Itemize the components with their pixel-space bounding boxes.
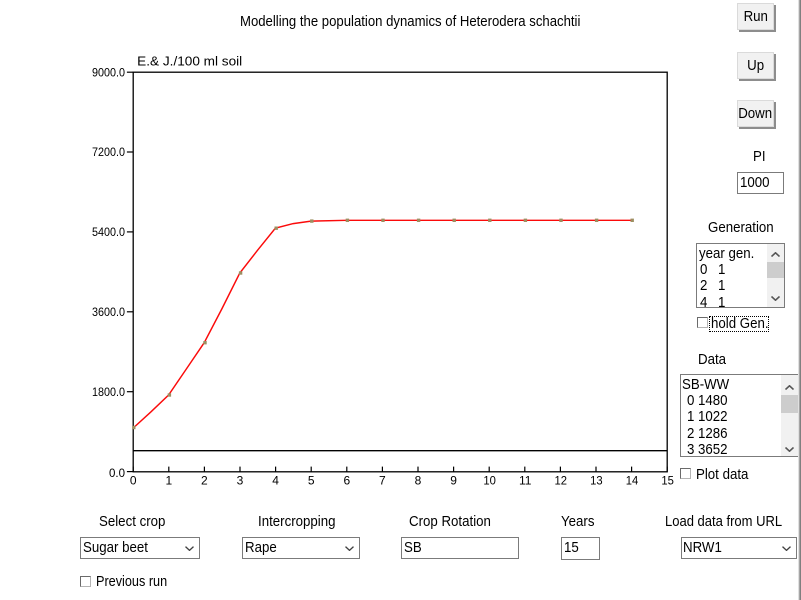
svg-text:1: 1 — [165, 473, 172, 487]
svg-text:8: 8 — [415, 473, 422, 487]
svg-text:4: 4 — [272, 473, 279, 487]
svg-text:6: 6 — [343, 473, 350, 487]
svg-text:5: 5 — [308, 473, 315, 487]
svg-text:0: 0 — [130, 473, 137, 487]
svg-text:3600.0: 3600.0 — [92, 305, 125, 319]
svg-text:7200.0: 7200.0 — [92, 145, 125, 159]
svg-text:2: 2 — [201, 473, 208, 487]
svg-text:0.0: 0.0 — [109, 466, 125, 480]
svg-text:10: 10 — [483, 473, 496, 487]
svg-text:9: 9 — [450, 473, 457, 487]
svg-text:11: 11 — [519, 473, 532, 487]
svg-text:13: 13 — [590, 473, 603, 487]
svg-text:5400.0: 5400.0 — [92, 225, 125, 239]
svg-text:3: 3 — [237, 473, 244, 487]
svg-text:9000.0: 9000.0 — [92, 65, 125, 79]
svg-text:12: 12 — [555, 473, 568, 487]
svg-text:15: 15 — [661, 473, 674, 487]
svg-text:E.& J./100 ml soil: E.& J./100 ml soil — [137, 53, 242, 68]
svg-text:14: 14 — [626, 473, 639, 487]
svg-text:7: 7 — [379, 473, 386, 487]
svg-text:1800.0: 1800.0 — [92, 385, 125, 399]
